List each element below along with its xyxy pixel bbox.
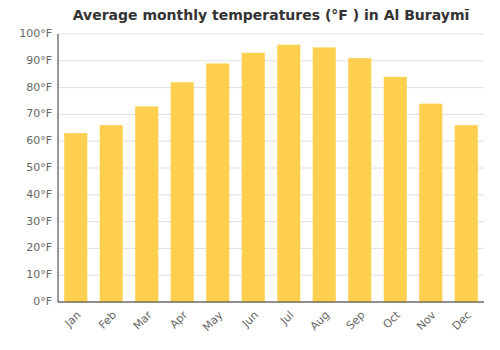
bar xyxy=(100,125,123,302)
title: Average monthly temperatures (°F ) in Al… xyxy=(73,7,470,23)
y-axis xyxy=(58,34,59,302)
grid-line xyxy=(58,34,484,35)
grid xyxy=(58,34,484,302)
y-tick-label: 90°F xyxy=(26,54,52,67)
chart: 0°F 10°F 20°F 30°F 40°F 50°F 60°F 70°F 80°F 90°F 1… xyxy=(0,0,500,350)
x-tick-label: Aug xyxy=(308,309,332,333)
bar xyxy=(419,104,442,302)
x-tick-label: Nov xyxy=(414,308,439,333)
y-tick-label: 30°F xyxy=(26,215,52,228)
grid-line xyxy=(58,87,484,88)
x-tick-label: Dec xyxy=(450,309,474,333)
y-tick-label: 20°F xyxy=(26,241,52,254)
x-tick-label: Jan xyxy=(62,309,84,331)
y-tick-label: 60°F xyxy=(26,134,52,147)
bar xyxy=(206,63,229,302)
x-tick-label: Sep xyxy=(344,309,368,333)
x-tick-label: Oct xyxy=(380,308,403,331)
bar xyxy=(171,82,194,302)
x-tick-label: Feb xyxy=(96,309,119,332)
y-tick-label: 0°F xyxy=(33,295,52,308)
y-tick-label: 50°F xyxy=(26,161,52,174)
x-tick-label: Apr xyxy=(167,308,190,331)
x-ticks: Jan Feb Mar Apr May Jun Jul Aug Sep Oct Nov Dec xyxy=(62,308,474,334)
y-tick-label: 10°F xyxy=(26,268,52,281)
bars xyxy=(64,45,478,302)
grid-line xyxy=(58,302,484,303)
x-axis xyxy=(58,302,484,303)
bar xyxy=(455,125,478,302)
y-tick-label: 70°F xyxy=(26,107,52,120)
bar xyxy=(64,133,87,302)
grid-line xyxy=(58,60,484,61)
bar xyxy=(313,47,336,302)
bar xyxy=(135,106,158,302)
x-tick-label: Jul xyxy=(277,309,296,328)
x-tick-label: Mar xyxy=(131,308,155,332)
bar xyxy=(277,45,300,302)
y-ticks: 0°F 10°F 20°F 30°F 40°F 50°F 60°F 70°F 80°F 90°F 1… xyxy=(19,27,52,308)
y-tick-label: 40°F xyxy=(26,188,52,201)
bar xyxy=(348,58,371,302)
y-tick-label: 100°F xyxy=(19,27,52,40)
x-tick-label: Jun xyxy=(239,309,261,331)
bar xyxy=(242,53,265,302)
bar xyxy=(384,77,407,302)
x-tick-label: May xyxy=(200,308,226,334)
y-tick-label: 80°F xyxy=(26,81,52,94)
